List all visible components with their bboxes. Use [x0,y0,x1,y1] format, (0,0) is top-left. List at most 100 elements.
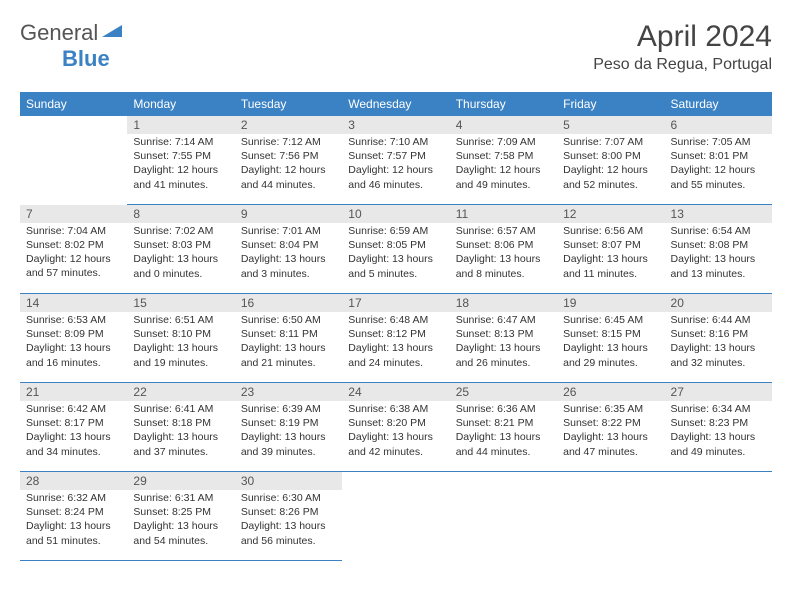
day-detail-line: and 24 minutes. [348,356,443,370]
day-number: 6 [665,116,772,134]
day-detail-line: Sunrise: 6:42 AM [26,402,121,416]
weekday-header: Thursday [450,92,557,116]
day-detail-line: Sunset: 8:04 PM [241,238,336,252]
day-detail-line: and 55 minutes. [671,178,766,192]
day-detail-line: Sunset: 8:01 PM [671,149,766,163]
day-detail-line: Sunrise: 7:12 AM [241,135,336,149]
calendar-day-cell: 19Sunrise: 6:45 AMSunset: 8:15 PMDayligh… [557,294,664,383]
day-detail-line: and 34 minutes. [26,445,121,459]
calendar-day-cell: 9Sunrise: 7:01 AMSunset: 8:04 PMDaylight… [235,205,342,294]
day-detail-line: Sunrise: 6:44 AM [671,313,766,327]
day-detail-line: Sunrise: 7:07 AM [563,135,658,149]
calendar-week-row: 14Sunrise: 6:53 AMSunset: 8:09 PMDayligh… [20,294,772,383]
day-detail-line: and 46 minutes. [348,178,443,192]
weekday-header: Friday [557,92,664,116]
day-number: 25 [450,383,557,401]
day-detail-line: Daylight: 12 hours [133,163,228,177]
calendar-day-cell: 14Sunrise: 6:53 AMSunset: 8:09 PMDayligh… [20,294,127,383]
day-detail-line: Daylight: 13 hours [241,430,336,444]
day-number: 4 [450,116,557,134]
day-detail-line: Sunset: 8:20 PM [348,416,443,430]
day-number: 19 [557,294,664,312]
calendar-day-cell: 2Sunrise: 7:12 AMSunset: 7:56 PMDaylight… [235,116,342,205]
calendar-day-cell: 16Sunrise: 6:50 AMSunset: 8:11 PMDayligh… [235,294,342,383]
day-detail-line: Daylight: 13 hours [456,430,551,444]
day-detail-line: Sunset: 7:57 PM [348,149,443,163]
day-details: Sunrise: 7:10 AMSunset: 7:57 PMDaylight:… [342,134,449,196]
day-number: 7 [20,205,127,223]
day-detail-line: Daylight: 13 hours [348,430,443,444]
day-details: Sunrise: 6:50 AMSunset: 8:11 PMDaylight:… [235,312,342,374]
calendar-day-cell: 7Sunrise: 7:04 AMSunset: 8:02 PMDaylight… [20,205,127,294]
day-detail-line: Sunrise: 6:34 AM [671,402,766,416]
logo: General [20,20,124,46]
day-detail-line: Sunset: 8:07 PM [563,238,658,252]
calendar-day-cell: 21Sunrise: 6:42 AMSunset: 8:17 PMDayligh… [20,383,127,472]
day-detail-line: Sunset: 8:16 PM [671,327,766,341]
day-detail-line: Sunset: 8:15 PM [563,327,658,341]
day-detail-line: and 32 minutes. [671,356,766,370]
day-detail-line: and 21 minutes. [241,356,336,370]
day-number: 23 [235,383,342,401]
day-detail-line: Sunrise: 6:31 AM [133,491,228,505]
day-details: Sunrise: 6:41 AMSunset: 8:18 PMDaylight:… [127,401,234,463]
calendar-day-cell: 18Sunrise: 6:47 AMSunset: 8:13 PMDayligh… [450,294,557,383]
day-detail-line: Sunrise: 6:36 AM [456,402,551,416]
calendar-day-cell: 6Sunrise: 7:05 AMSunset: 8:01 PMDaylight… [665,116,772,205]
day-detail-line: and 29 minutes. [563,356,658,370]
day-number: 16 [235,294,342,312]
day-detail-line: Sunset: 8:03 PM [133,238,228,252]
day-detail-line: and 11 minutes. [563,267,658,281]
logo-text-1: General [20,20,98,46]
day-number: 26 [557,383,664,401]
calendar-table: SundayMondayTuesdayWednesdayThursdayFrid… [20,92,772,561]
day-detail-line: Daylight: 13 hours [241,252,336,266]
day-detail-line: and 51 minutes. [26,534,121,548]
calendar-day-cell [450,472,557,561]
weekday-header-row: SundayMondayTuesdayWednesdayThursdayFrid… [20,92,772,116]
day-detail-line: Sunrise: 6:50 AM [241,313,336,327]
day-detail-line: and 49 minutes. [671,445,766,459]
day-number: 14 [20,294,127,312]
day-detail-line: Sunrise: 6:30 AM [241,491,336,505]
day-detail-line: Daylight: 13 hours [671,252,766,266]
day-detail-line: Sunrise: 6:53 AM [26,313,121,327]
day-number: 1 [127,116,234,134]
day-detail-line: and 57 minutes. [26,266,121,280]
calendar-week-row: 1Sunrise: 7:14 AMSunset: 7:55 PMDaylight… [20,116,772,205]
day-number: 30 [235,472,342,490]
day-number: 13 [665,205,772,223]
day-number: 9 [235,205,342,223]
day-details: Sunrise: 6:51 AMSunset: 8:10 PMDaylight:… [127,312,234,374]
day-number: 21 [20,383,127,401]
calendar-day-cell: 22Sunrise: 6:41 AMSunset: 8:18 PMDayligh… [127,383,234,472]
day-detail-line: Daylight: 12 hours [26,252,121,266]
day-details: Sunrise: 6:30 AMSunset: 8:26 PMDaylight:… [235,490,342,552]
weekday-header: Tuesday [235,92,342,116]
day-details: Sunrise: 6:48 AMSunset: 8:12 PMDaylight:… [342,312,449,374]
day-detail-line: Sunrise: 6:45 AM [563,313,658,327]
day-detail-line: and 26 minutes. [456,356,551,370]
day-number: 2 [235,116,342,134]
calendar-day-cell: 26Sunrise: 6:35 AMSunset: 8:22 PMDayligh… [557,383,664,472]
day-detail-line: and 44 minutes. [241,178,336,192]
day-detail-line: Sunset: 8:06 PM [456,238,551,252]
day-number: 17 [342,294,449,312]
calendar-body: 1Sunrise: 7:14 AMSunset: 7:55 PMDaylight… [20,116,772,561]
calendar-day-cell: 29Sunrise: 6:31 AMSunset: 8:25 PMDayligh… [127,472,234,561]
weekday-header: Saturday [665,92,772,116]
day-detail-line: and 47 minutes. [563,445,658,459]
day-detail-line: and 0 minutes. [133,267,228,281]
calendar-day-cell: 3Sunrise: 7:10 AMSunset: 7:57 PMDaylight… [342,116,449,205]
day-detail-line: Sunrise: 7:04 AM [26,224,121,238]
day-details: Sunrise: 6:34 AMSunset: 8:23 PMDaylight:… [665,401,772,463]
day-detail-line: Daylight: 13 hours [26,519,121,533]
day-details: Sunrise: 6:38 AMSunset: 8:20 PMDaylight:… [342,401,449,463]
day-detail-line: Daylight: 13 hours [26,430,121,444]
day-detail-line: Sunrise: 7:02 AM [133,224,228,238]
day-detail-line: Sunrise: 6:57 AM [456,224,551,238]
day-details: Sunrise: 6:35 AMSunset: 8:22 PMDaylight:… [557,401,664,463]
weekday-header: Monday [127,92,234,116]
month-title: April 2024 [593,20,772,54]
day-detail-line: Sunset: 8:23 PM [671,416,766,430]
